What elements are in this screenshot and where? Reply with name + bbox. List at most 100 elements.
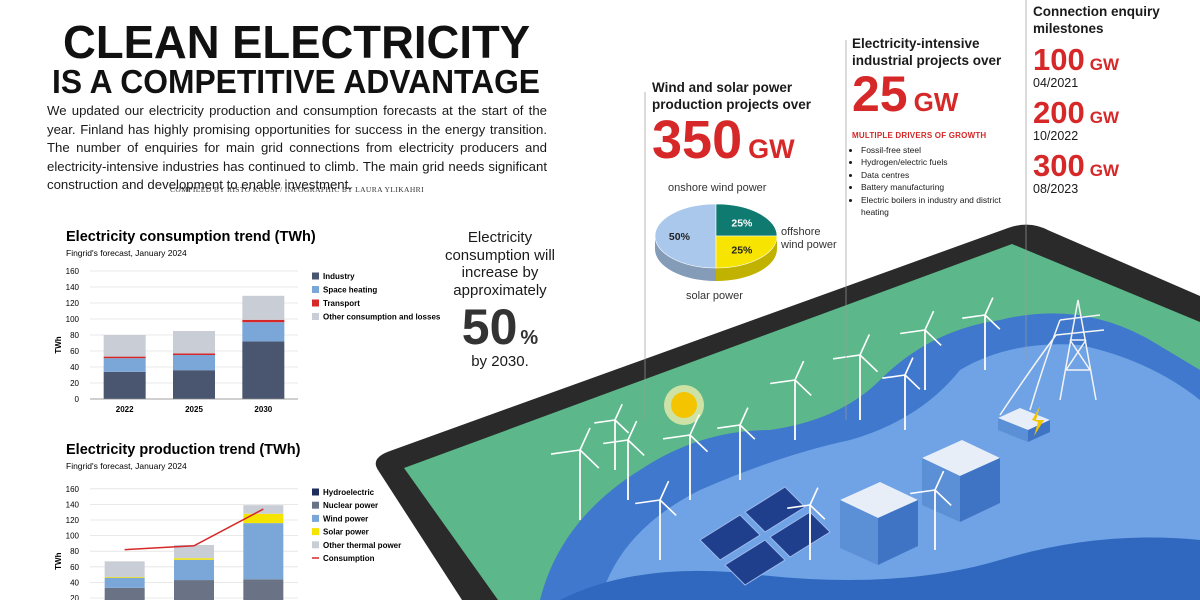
y-tick-label: 20	[70, 594, 79, 600]
turbine-blade	[663, 434, 691, 440]
y-tick-label: 20	[70, 379, 79, 388]
bar-segment	[104, 577, 145, 588]
driver-item: Data centres	[861, 169, 1002, 181]
legend-label: Transport	[323, 299, 360, 308]
legend-label: Wind power	[323, 514, 368, 523]
turbine-blade	[689, 434, 709, 453]
wind-turbines	[550, 297, 1001, 560]
callout-note: by 2030.	[471, 353, 529, 370]
chart-subtitle: Fingrid's forecast, January 2024	[66, 461, 187, 471]
y-tick-label: 40	[70, 363, 79, 372]
turbine	[900, 310, 942, 390]
legend-swatch	[312, 299, 319, 307]
industrial-callout: Electricity-intensive industrial project…	[852, 36, 1002, 218]
callout-figure: 350 GW	[652, 113, 817, 167]
bar-chart: Electricity consumption trend (TWh) Fingr…	[54, 229, 441, 414]
legend-swatch	[312, 286, 319, 293]
x-tick-label: 2030	[254, 405, 272, 414]
y-tick-label: 160	[66, 485, 80, 494]
bar-segment	[243, 579, 284, 600]
pie-slice-side	[716, 236, 777, 281]
y-tick-label: 160	[66, 267, 80, 276]
callout-unit: GW	[748, 134, 795, 164]
subtitle: IS A COMPETITIVE ADVANTAGE	[52, 63, 540, 100]
bar-segment	[173, 353, 215, 355]
bar-segment	[174, 580, 214, 600]
milestones: Connection enquiry milestones 100 GW 04/20…	[1033, 4, 1173, 204]
milestone-figure: 200 GW	[1033, 97, 1173, 128]
bar-segment	[103, 356, 146, 359]
y-tick-label: 140	[66, 500, 80, 509]
legend-label: Nuclear power	[323, 501, 378, 510]
callout-unit: GW	[913, 87, 959, 117]
milestone-unit: GW	[1089, 161, 1120, 180]
legend-swatch	[312, 501, 319, 509]
turbine-blade	[984, 314, 1001, 330]
pie-category-label: onshore wind power	[668, 182, 767, 194]
y-tick-label: 140	[66, 283, 80, 292]
turbine-blade	[910, 489, 936, 495]
sun	[671, 392, 697, 418]
coast	[560, 537, 1200, 600]
bar-chart: Electricity production trend (TWh) Fingri…	[54, 442, 401, 600]
turbine	[717, 407, 756, 480]
legend-label: Other consumption and losses	[323, 313, 441, 322]
bar-segment	[242, 341, 285, 399]
bar-segment	[174, 544, 214, 559]
y-tick-label: 120	[66, 516, 80, 525]
chart-subtitle: Fingrid's forecast, January 2024	[66, 248, 187, 258]
callout-unit: %	[520, 327, 539, 349]
turbine-blade	[934, 470, 945, 491]
y-tick-label: 120	[66, 299, 80, 308]
turbine-blade	[984, 297, 994, 316]
bar-segment	[242, 295, 285, 320]
turbine-blade	[924, 310, 935, 331]
turbine-blade	[900, 329, 926, 335]
legend-label: Solar power	[323, 528, 369, 537]
turbine	[635, 480, 677, 560]
turbine	[663, 414, 709, 500]
milestone-date: 04/2021	[1033, 76, 1079, 90]
legend-label: Consumption	[323, 554, 375, 563]
turbine-blade	[614, 419, 630, 434]
consumption-callout: Electricity consumption will increase by…	[436, 229, 564, 371]
turbine-blade	[882, 374, 906, 380]
turbine-blade	[904, 357, 914, 376]
turbine-blade	[787, 504, 811, 510]
callout-value: 350	[652, 110, 743, 170]
turbine-blade	[904, 374, 921, 390]
credit: COMPILED BY RISTO KUUSI / INFOGRAPHIC BY…	[170, 185, 424, 194]
turbine-blade	[627, 439, 645, 457]
x-tick-label: 2022	[116, 405, 134, 414]
pie-slice	[654, 203, 717, 269]
turbine-blade	[659, 480, 670, 501]
pie-value-label: 50%	[669, 231, 691, 243]
y-tick-label: 60	[70, 347, 79, 356]
turbine	[770, 360, 812, 440]
y-axis-label: TWh	[54, 552, 63, 569]
pie-category-label: offshore wind power	[781, 226, 837, 251]
y-tick-label: 40	[70, 578, 79, 587]
pie-value-label: 25%	[731, 245, 753, 257]
turbine-blade	[934, 489, 952, 507]
milestone: 200 GW 10/2022	[1033, 97, 1173, 143]
turbine-blade	[635, 499, 661, 505]
driver-item: Hydrogen/electric fuels	[861, 156, 1002, 168]
legend-label: Space heating	[323, 286, 377, 295]
turbine-blade	[859, 354, 879, 373]
turbine-blade	[717, 424, 741, 430]
milestone-date: 08/2023	[1033, 182, 1079, 196]
bar-segment	[173, 370, 215, 399]
turbine-blade	[614, 403, 623, 421]
bar-segment	[242, 322, 285, 342]
milestones-title: Connection enquiry milestones	[1033, 4, 1160, 36]
pie-slice-side	[655, 236, 716, 281]
bar-segment	[173, 355, 215, 371]
turbine-blade	[739, 424, 756, 440]
y-tick-label: 0	[75, 395, 80, 404]
legend-label: Other thermal power	[323, 541, 401, 550]
bar-segment	[104, 576, 145, 578]
bar-segment	[174, 559, 214, 581]
